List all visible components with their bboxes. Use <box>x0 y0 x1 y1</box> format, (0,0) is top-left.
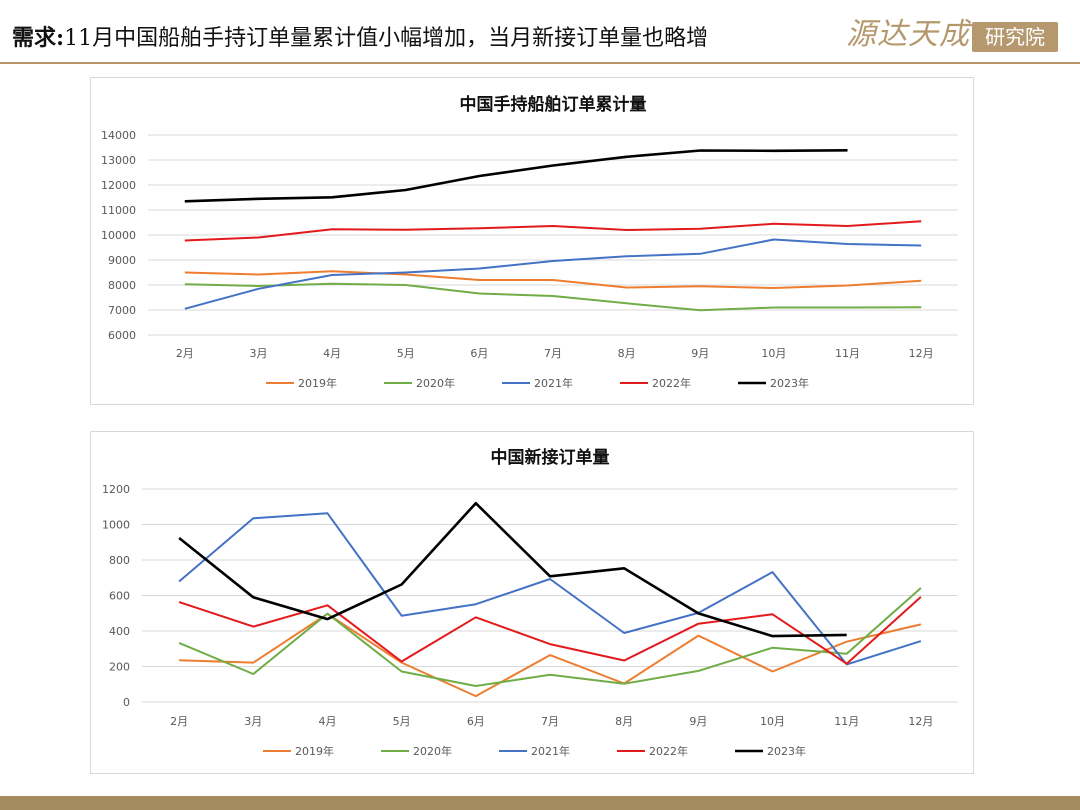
x-tick-label: 9月 <box>691 347 709 360</box>
y-tick-label: 600 <box>109 590 130 603</box>
series-line <box>178 512 922 666</box>
series-line <box>184 220 922 242</box>
y-tick-label: 800 <box>109 554 130 567</box>
y-tick-label: 200 <box>109 661 130 674</box>
y-tick-label: 10000 <box>101 229 136 242</box>
legend-label: 2022年 <box>652 376 691 390</box>
y-tick-label: 11000 <box>101 204 136 217</box>
y-tick-label: 7000 <box>108 304 136 317</box>
series-line <box>184 270 922 289</box>
x-tick-label: 12月 <box>909 347 934 360</box>
x-tick-label: 2月 <box>170 715 188 728</box>
brand-logo-name: 源达天成 <box>846 17 970 52</box>
x-tick-label: 7月 <box>541 715 559 728</box>
series-line <box>184 149 848 203</box>
legend-label: 2020年 <box>416 376 455 390</box>
y-tick-label: 400 <box>109 625 130 638</box>
x-tick-label: 11月 <box>835 347 860 360</box>
x-tick-label: 3月 <box>244 715 262 728</box>
x-tick-label: 4月 <box>323 347 341 360</box>
x-tick-label: 8月 <box>618 347 636 360</box>
legend-label: 2021年 <box>531 744 570 758</box>
x-tick-label: 11月 <box>834 715 859 728</box>
x-tick-label: 5月 <box>397 347 415 360</box>
x-tick-label: 5月 <box>393 715 411 728</box>
x-tick-label: 6月 <box>467 715 485 728</box>
chart-new-orders: 中国新接订单量 1200 1000 800 600 400 200 0 2月 3月 4月 5月 6月 7月… <box>102 447 958 758</box>
legend-label: 2019年 <box>298 376 337 390</box>
x-tick-label: 10月 <box>761 347 786 360</box>
x-tick-label: 2月 <box>176 347 194 360</box>
page-title: 需求:11月中国船舶手持订单量累计值小幅增加，当月新接订单量也略增 <box>12 20 708 56</box>
y-tick-label: 8000 <box>108 279 136 292</box>
legend-label: 2019年 <box>295 744 334 758</box>
x-tick-label: 12月 <box>908 715 933 728</box>
footer-bar <box>0 796 1080 810</box>
chart-panel-new-orders: 中国新接订单量 1200 1000 800 600 400 200 0 2月 3月 4月 5月 6月 7月… <box>90 431 974 774</box>
series-line <box>178 587 922 687</box>
legend-label: 2022年 <box>649 744 688 758</box>
series-line <box>184 282 922 312</box>
chart-title: 中国手持船舶订单累计量 <box>460 94 647 115</box>
x-tick-label: 6月 <box>470 347 488 360</box>
y-tick-label: 6000 <box>108 329 136 342</box>
series-line <box>179 612 922 698</box>
header-divider <box>0 62 1080 64</box>
series-line <box>184 238 922 310</box>
y-tick-label: 1000 <box>102 519 130 532</box>
page-title-text: 11月中国船舶手持订单量累计值小幅增加，当月新接订单量也略增 <box>64 26 709 51</box>
y-tick-label: 1200 <box>102 483 130 496</box>
page-title-prefix: 需求: <box>12 25 65 51</box>
brand-logo: 源达天成 研究院 <box>846 12 1060 56</box>
legend-label: 2021年 <box>534 376 573 390</box>
x-tick-label: 8月 <box>615 715 633 728</box>
y-tick-label: 12000 <box>101 179 136 192</box>
y-tick-label: 13000 <box>101 154 136 167</box>
y-tick-label: 0 <box>123 696 130 709</box>
x-tick-label: 9月 <box>689 715 707 728</box>
y-tick-label: 9000 <box>108 254 136 267</box>
chart-handheld-orders: 中国手持船舶订单累计量 14000 13000 12000 11000 10000 9000… <box>101 94 958 390</box>
legend-label: 2023年 <box>767 744 806 758</box>
chart-title: 中国新接订单量 <box>491 447 610 468</box>
legend-label: 2023年 <box>770 376 809 390</box>
series-line <box>178 501 847 638</box>
y-tick-label: 14000 <box>101 129 136 142</box>
brand-logo-suffix: 研究院 <box>972 22 1058 52</box>
x-tick-label: 3月 <box>249 347 267 360</box>
x-tick-label: 10月 <box>760 715 785 728</box>
x-tick-label: 4月 <box>318 715 336 728</box>
legend-label: 2020年 <box>413 744 452 758</box>
chart-panel-handheld-orders: 中国手持船舶订单累计量 14000 13000 12000 11000 10000 9000… <box>90 77 974 405</box>
x-tick-label: 7月 <box>544 347 562 360</box>
